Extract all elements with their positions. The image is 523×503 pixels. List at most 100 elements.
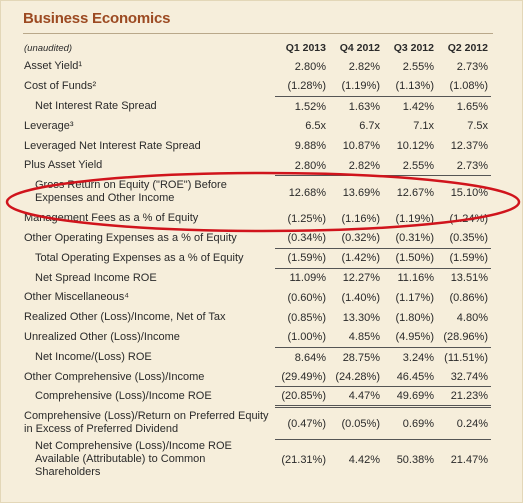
row-label: Asset Yield¹ [24, 60, 83, 73]
row-label: Other Comprehensive (Loss)/Income [24, 370, 205, 383]
cell-value: (4.95%) [395, 331, 434, 344]
cell-value: 4.47% [329, 386, 383, 409]
table-row: Realized Other (Loss)/Income, Net of Tax… [21, 308, 491, 328]
cell-value: (0.85%) [287, 311, 326, 324]
cell-value: 15.10% [437, 175, 491, 209]
cell-value: 2.55% [402, 60, 434, 73]
row-label: Net Comprehensive (Loss)/Income ROE Avai… [35, 439, 232, 478]
row-label: Comprehensive (Loss)/Return on Preferred… [24, 410, 269, 436]
cell-value: (1.19%) [341, 80, 380, 93]
cell-value: 2.80% [294, 159, 326, 172]
table-row: Management Fees as a % of Equity (1.25%) (… [21, 209, 491, 229]
table-row: Unrealized Other (Loss)/Income (1.00%) 4.8… [21, 328, 491, 348]
table-row: Asset Yield¹ 2.80% 2.82% 2.55% 2.73% [21, 57, 491, 77]
cell-value: 50.38% [383, 439, 437, 479]
table-row: Net Spread Income ROE 11.09% 12.27% 11.16% 1… [21, 267, 491, 288]
cell-value: 13.51% [437, 267, 491, 288]
table-row: Leverage³ 6.5x 6.7x 7.1x 7.5x [21, 116, 491, 136]
cell-value: (20.85%) [275, 386, 329, 409]
row-label: Other Operating Expenses as a % of Equit… [24, 231, 237, 244]
row-label: Leverage³ [24, 119, 74, 132]
row-label: Plus Asset Yield [24, 159, 103, 172]
cell-value: (1.59%) [437, 247, 491, 269]
table-row: Net Comprehensive (Loss)/Income ROE Avai… [21, 439, 491, 479]
cell-value: 2.55% [402, 159, 434, 172]
cell-value: 4.80% [456, 311, 488, 324]
cell-value: (21.31%) [275, 439, 329, 479]
cell-value: 21.47% [437, 439, 491, 479]
cell-value: 10.87% [342, 140, 380, 153]
row-label: Gross Return on Equity ("ROE") Before Ex… [35, 179, 227, 205]
table-body: Asset Yield¹ 2.80% 2.82% 2.55% 2.73% Cost of … [21, 57, 491, 479]
cell-value: (0.86%) [449, 291, 488, 304]
row-label: Leveraged Net Interest Rate Spread [24, 139, 201, 152]
table-row: Cost of Funds² (1.28%) (1.19%) (1.13%) (1.08… [21, 77, 491, 97]
cell-value: (1.17%) [395, 291, 434, 304]
cell-value: (1.24%) [449, 212, 488, 225]
column-header: Q1 2013 [285, 42, 326, 54]
economics-table: (unaudited) Q1 2013 Q4 2012 Q3 2012 Q2 2012 … [21, 39, 491, 479]
row-label: Net Income/(Loss) ROE [35, 350, 152, 363]
row-label: Unrealized Other (Loss)/Income [24, 330, 180, 343]
cell-value: 1.63% [329, 96, 383, 117]
cell-value: 2.80% [294, 60, 326, 73]
cell-value: (0.34%) [287, 232, 326, 245]
cell-value: (1.50%) [383, 247, 437, 269]
cell-value: (0.60%) [287, 291, 326, 304]
row-label: Cost of Funds² [24, 80, 97, 93]
row-label: Net Interest Rate Spread [35, 99, 157, 112]
title-rule [23, 33, 493, 34]
row-label: Other Miscellaneous⁴ [24, 291, 129, 304]
header-row: (unaudited) Q1 2013 Q4 2012 Q3 2012 Q2 2012 [21, 39, 491, 57]
cell-value: 1.65% [437, 96, 491, 117]
cell-value: (1.08%) [449, 80, 488, 93]
cell-value: 21.23% [437, 386, 491, 409]
table-row: Other Comprehensive (Loss)/Income (29.49%… [21, 367, 491, 387]
cell-value: 4.42% [329, 439, 383, 479]
cell-value: (0.05%) [341, 417, 380, 430]
cell-value: (1.25%) [287, 212, 326, 225]
cell-value: 7.5x [467, 120, 488, 133]
row-label: Comprehensive (Loss)/Income ROE [35, 390, 212, 403]
cell-value: 12.68% [275, 175, 329, 209]
cell-value: 13.30% [342, 311, 380, 324]
cell-value: 1.52% [275, 96, 329, 117]
cell-value: 49.69% [383, 386, 437, 409]
cell-value: (0.31%) [395, 232, 434, 245]
cell-value: (1.80%) [395, 311, 434, 324]
table-row: Plus Asset Yield 2.80% 2.82% 2.55% 2.73% [21, 156, 491, 176]
table-row: Other Operating Expenses as a % of Equit… [21, 229, 491, 249]
header-note: (unaudited) [24, 42, 73, 54]
cell-value: (1.28%) [287, 80, 326, 93]
cell-value: (28.96%) [443, 331, 488, 344]
cell-value: (24.28%) [335, 370, 380, 383]
cell-value: (0.35%) [449, 232, 488, 245]
cell-value: 1.42% [383, 96, 437, 117]
cell-value: 3.24% [383, 346, 437, 368]
cell-value: (1.13%) [395, 80, 434, 93]
cell-value: 2.73% [456, 159, 488, 172]
cell-value: 28.75% [329, 346, 383, 368]
cell-value: 2.82% [348, 60, 380, 73]
column-header: Q2 2012 [447, 42, 488, 54]
cell-value: (1.19%) [395, 212, 434, 225]
table-row: Comprehensive (Loss)/Return on Preferred… [21, 407, 491, 440]
row-label: Total Operating Expenses as a % of Equit… [35, 251, 244, 264]
cell-value: 4.85% [348, 331, 380, 344]
cell-value: 6.5x [305, 120, 326, 133]
cell-value: 0.69% [402, 417, 434, 430]
table-row: Comprehensive (Loss)/Income ROE (20.85%) 4… [21, 386, 491, 409]
cell-value: 6.7x [359, 120, 380, 133]
cell-value: 0.24% [456, 417, 488, 430]
cell-value: (1.42%) [329, 247, 383, 269]
cell-value: (1.59%) [275, 247, 329, 269]
cell-value: 12.37% [450, 140, 488, 153]
cell-value: 10.12% [396, 140, 434, 153]
row-label: Net Spread Income ROE [35, 271, 157, 284]
cell-value: 8.64% [275, 346, 329, 368]
cell-value: (1.00%) [287, 331, 326, 344]
cell-value: 13.69% [329, 175, 383, 209]
cell-value: 46.45% [396, 370, 434, 383]
table-row: Other Miscellaneous⁴ (0.60%) (1.40%) (1.17%… [21, 288, 491, 308]
